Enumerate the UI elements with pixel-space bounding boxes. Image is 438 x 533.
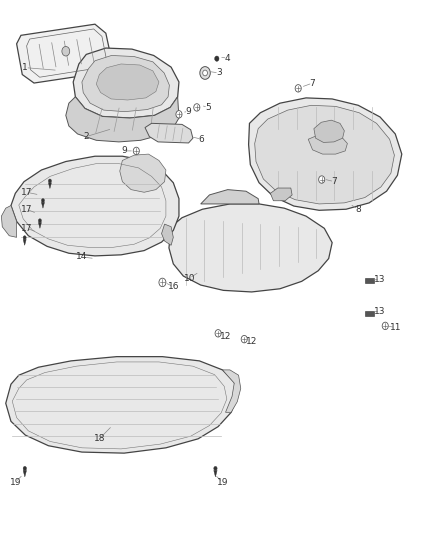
Circle shape [319, 176, 325, 183]
Text: 13: 13 [374, 307, 386, 316]
Polygon shape [48, 183, 51, 189]
Polygon shape [145, 123, 193, 143]
Polygon shape [120, 154, 166, 192]
Polygon shape [270, 188, 292, 201]
Circle shape [194, 104, 200, 111]
Text: 17: 17 [21, 205, 32, 214]
Text: 11: 11 [389, 323, 401, 332]
Circle shape [215, 329, 221, 337]
Text: 7: 7 [310, 78, 315, 87]
Polygon shape [17, 24, 113, 83]
Text: 14: 14 [76, 253, 88, 262]
Polygon shape [82, 55, 170, 112]
Polygon shape [254, 106, 394, 204]
Text: 6: 6 [199, 135, 205, 144]
Circle shape [241, 335, 247, 343]
Bar [365, 278, 374, 283]
Circle shape [214, 466, 217, 471]
Circle shape [39, 219, 42, 222]
Polygon shape [6, 357, 237, 453]
Circle shape [295, 85, 301, 92]
Text: 3: 3 [216, 68, 222, 77]
Circle shape [48, 179, 51, 183]
Text: 13: 13 [374, 275, 386, 284]
Polygon shape [23, 471, 27, 477]
Polygon shape [42, 203, 45, 208]
Polygon shape [39, 222, 42, 228]
Text: 17: 17 [21, 224, 32, 233]
Circle shape [203, 70, 208, 76]
Circle shape [23, 236, 26, 239]
Text: 2: 2 [84, 132, 89, 141]
Text: 12: 12 [246, 337, 258, 346]
Text: 12: 12 [220, 332, 231, 341]
Text: 19: 19 [217, 478, 228, 487]
Text: 1: 1 [22, 63, 28, 72]
Circle shape [42, 199, 45, 203]
Text: 4: 4 [225, 54, 230, 62]
Circle shape [200, 67, 210, 79]
Text: 9: 9 [121, 147, 127, 156]
Circle shape [62, 46, 70, 56]
Bar [365, 311, 374, 316]
Polygon shape [201, 190, 259, 204]
Text: 16: 16 [168, 282, 179, 291]
Polygon shape [66, 97, 179, 142]
Text: 9: 9 [186, 107, 191, 116]
Polygon shape [162, 224, 173, 245]
Text: 8: 8 [355, 205, 361, 214]
Text: 7: 7 [332, 177, 337, 186]
Text: 19: 19 [10, 478, 21, 487]
Polygon shape [23, 239, 26, 245]
Text: 17: 17 [21, 188, 32, 197]
Circle shape [215, 56, 219, 61]
Polygon shape [314, 120, 344, 142]
Polygon shape [223, 370, 241, 413]
Circle shape [382, 322, 389, 329]
Circle shape [176, 111, 182, 118]
Polygon shape [169, 204, 332, 292]
Polygon shape [308, 134, 347, 154]
Polygon shape [96, 64, 159, 100]
Polygon shape [11, 156, 179, 256]
Polygon shape [249, 98, 402, 211]
Text: 5: 5 [205, 103, 211, 112]
Circle shape [133, 147, 139, 155]
Circle shape [159, 278, 166, 287]
Polygon shape [1, 206, 17, 237]
Polygon shape [214, 471, 217, 477]
Polygon shape [73, 48, 179, 118]
Text: 10: 10 [184, 273, 195, 282]
Circle shape [23, 466, 27, 471]
Text: 18: 18 [94, 434, 105, 443]
